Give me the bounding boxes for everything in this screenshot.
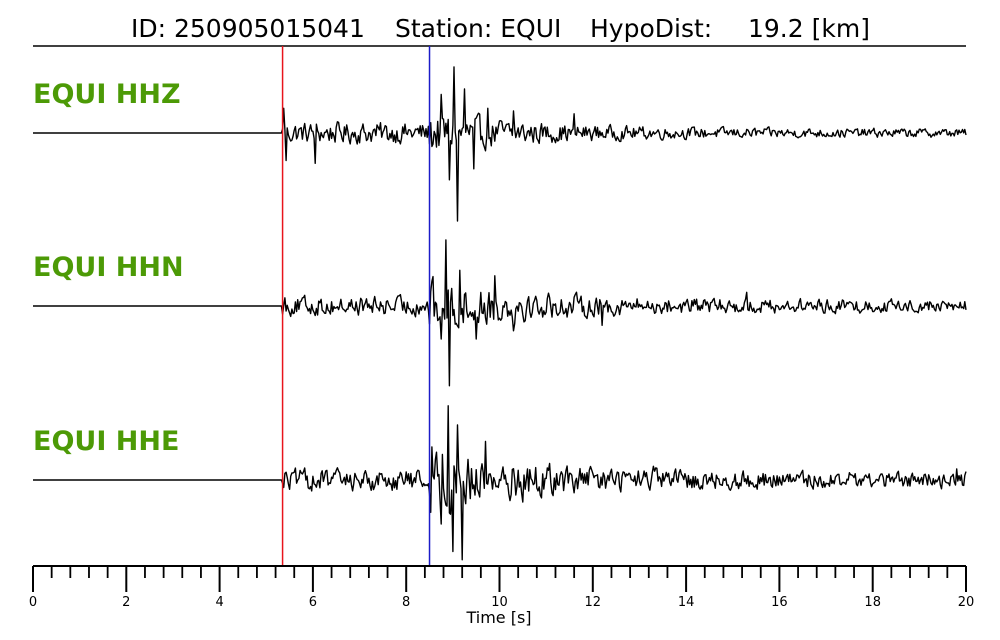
trace-label-hhz: EQUI HHZ — [33, 79, 181, 110]
trace-label-hhn: EQUI HHN — [33, 252, 184, 283]
x-tick-label: 8 — [402, 595, 410, 610]
title-hypodist-label: HypoDist: — [590, 14, 712, 43]
x-axis: 0 2 4 6 8 10 12 14 16 18 20 Time [s] — [29, 565, 974, 627]
title-id: ID: 250905015041 — [131, 14, 365, 43]
x-axis-ticks — [32, 566, 967, 592]
x-tick-label: 14 — [678, 595, 695, 610]
waveform-hhn — [33, 239, 967, 387]
x-tick-label: 2 — [122, 595, 130, 610]
x-tick-label: 12 — [585, 595, 602, 610]
x-tick-label: 10 — [491, 595, 508, 610]
x-tick-label: 6 — [309, 595, 317, 610]
x-tick-label: 20 — [958, 595, 975, 610]
trace-label-hhe: EQUI HHE — [33, 426, 179, 457]
x-axis-label: Time [s] — [465, 608, 531, 627]
waveform-hhz — [33, 66, 967, 222]
waveform-hhe — [33, 405, 967, 561]
chart-title: ID: 250905015041 Station: EQUI HypoDist:… — [131, 14, 870, 43]
x-tick-label: 18 — [864, 595, 881, 610]
title-station: Station: EQUI — [395, 14, 561, 43]
x-tick-label: 16 — [771, 595, 788, 610]
x-tick-label: 0 — [29, 595, 37, 610]
x-tick-label: 4 — [215, 595, 223, 610]
title-hypodist-value: 19.2 [km] — [748, 14, 870, 43]
x-axis-tick-labels: 0 2 4 6 8 10 12 14 16 18 20 — [29, 595, 974, 610]
